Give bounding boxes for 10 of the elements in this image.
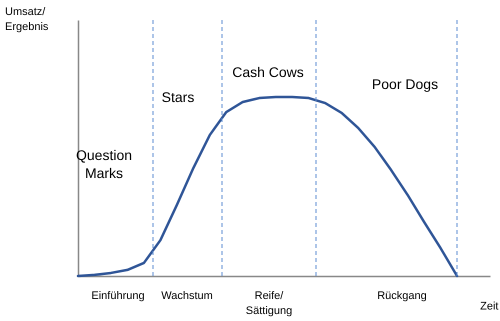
text: Rückgang (377, 290, 427, 302)
text: Wachstum (161, 290, 213, 302)
text: Umsatz/ Ergebnis (5, 6, 49, 33)
text: Cash Cows (232, 64, 304, 80)
x-axis-title: Zeit (480, 300, 498, 312)
text: Reife/ Sättigung (246, 290, 292, 317)
annotation: Stars (162, 89, 194, 105)
text: Einführung (91, 290, 145, 302)
text: Poor Dogs (372, 76, 438, 92)
annotation: Question Marks (76, 147, 132, 181)
